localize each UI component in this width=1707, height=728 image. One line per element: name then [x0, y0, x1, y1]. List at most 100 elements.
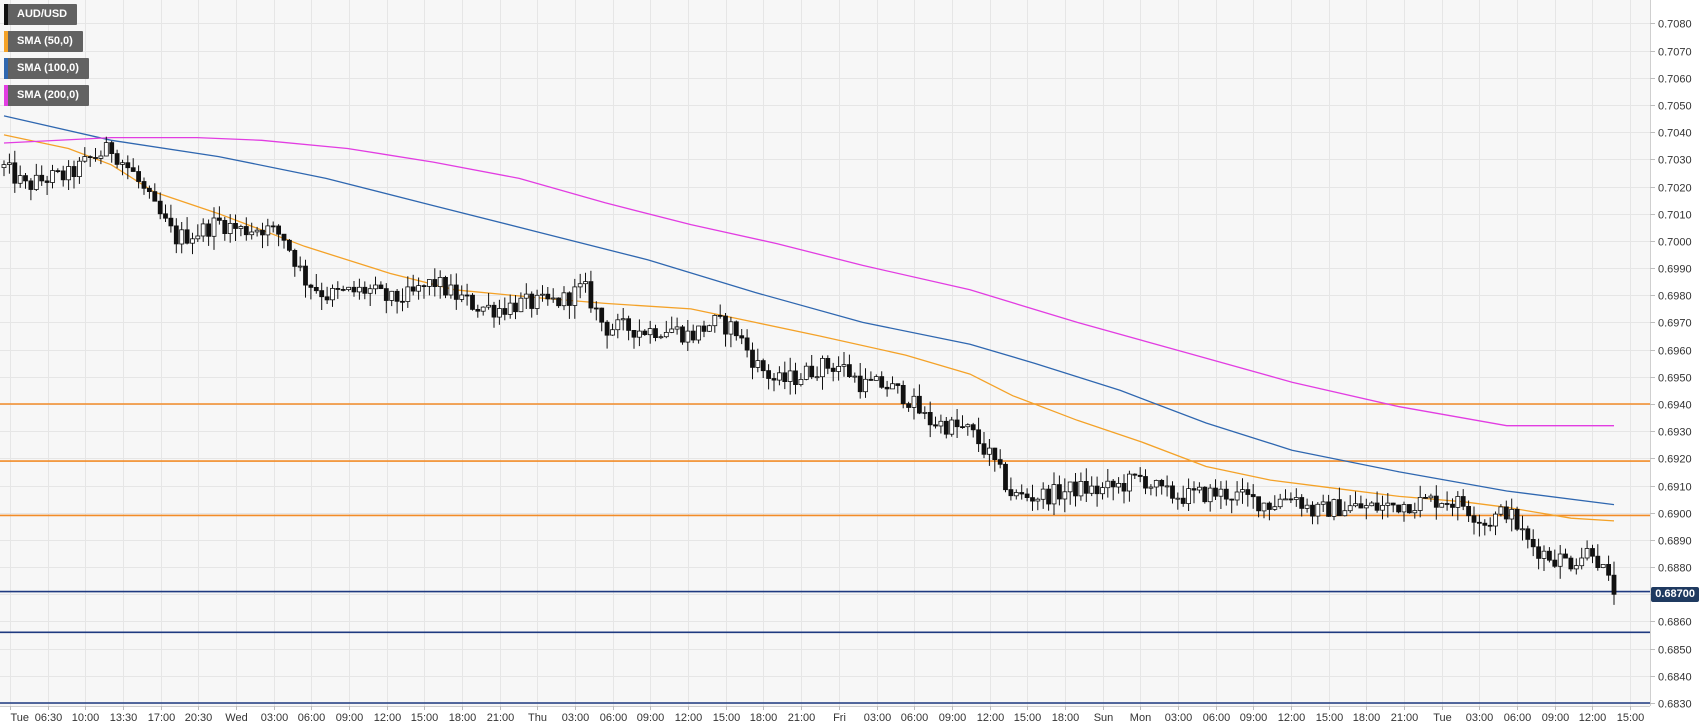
candle-body	[502, 308, 508, 315]
candle-body	[249, 231, 255, 236]
x-tick-label: 06:00	[901, 712, 929, 724]
y-tick-label: 0.7010	[1658, 210, 1692, 222]
candle-body	[933, 424, 938, 427]
x-tick-label: 12:00	[675, 712, 703, 724]
x-tick-label: 20:30	[185, 712, 213, 724]
legend-item-sma-200[interactable]: SMA (200,0)	[4, 85, 89, 106]
candle-body	[825, 357, 831, 369]
candle-body	[680, 326, 685, 343]
candle-body	[394, 290, 400, 302]
candle-body	[604, 321, 610, 336]
candle-body	[830, 367, 836, 372]
legend-label-audusd: AUD/USD	[17, 8, 68, 20]
candle-body	[448, 284, 454, 296]
legend-label-sma-50: SMA (50,0)	[17, 35, 73, 47]
candle-body	[1067, 481, 1073, 493]
candle-body	[1600, 564, 1606, 569]
candle-body	[1320, 501, 1326, 505]
candle-body	[1412, 510, 1418, 514]
candle-body	[496, 308, 502, 318]
x-tick-label: 09:00	[1542, 712, 1570, 724]
candle-body	[879, 376, 885, 388]
sma-50-line	[3, 134, 1615, 522]
candle-body	[777, 372, 782, 381]
candle-body	[1358, 503, 1364, 509]
candle-body	[1595, 555, 1601, 569]
candle-body	[453, 284, 459, 300]
candle-body	[211, 217, 217, 237]
legend-item-sma-50[interactable]: SMA (50,0)	[4, 31, 83, 52]
candle-body	[717, 314, 723, 317]
x-tick-label: 03:00	[261, 712, 289, 724]
candle-body	[631, 329, 637, 338]
candle-body	[1466, 505, 1471, 517]
candle-body	[583, 281, 588, 285]
candle-body	[1180, 497, 1186, 504]
candle-body	[335, 287, 341, 290]
x-tick-label: Mon	[1130, 712, 1151, 724]
x-tick-label: 10:00	[72, 712, 100, 724]
x-tick-label: 12:00	[374, 712, 402, 724]
candle-body	[1153, 479, 1159, 488]
legend-item-sma-100[interactable]: SMA (100,0)	[4, 58, 89, 79]
candle-body	[459, 294, 465, 300]
candle-body	[1089, 485, 1095, 494]
candle-body	[297, 265, 303, 268]
candle-body	[222, 219, 228, 234]
candle-body	[82, 156, 88, 162]
y-tick-label: 0.7080	[1658, 19, 1692, 31]
candle-body	[1013, 492, 1019, 497]
candle-body	[814, 376, 820, 379]
candle-body	[723, 315, 728, 335]
y-tick-label: 0.6840	[1658, 672, 1692, 684]
candle-body	[437, 276, 443, 287]
candle-body	[330, 287, 335, 301]
candle-body	[1105, 480, 1111, 489]
candle-body	[1062, 491, 1068, 500]
x-tick-label: 12:00	[1278, 712, 1306, 724]
candle-body	[190, 238, 195, 244]
candle-body	[243, 226, 249, 236]
candle-body	[1444, 503, 1450, 505]
candle-body	[1164, 485, 1170, 488]
x-tick-label: 21:00	[1391, 712, 1419, 724]
candle-body	[1460, 496, 1466, 507]
candle-body	[690, 330, 696, 341]
candle-body	[847, 364, 852, 378]
candle-body	[949, 419, 955, 435]
current-price-tag: 0.68700	[1651, 587, 1699, 603]
candle-body	[637, 330, 642, 338]
candle-body	[540, 293, 545, 296]
candle-body	[168, 217, 174, 227]
candle-body	[954, 419, 960, 428]
candle-body	[1223, 488, 1229, 500]
candle-body	[157, 200, 163, 215]
candle-body	[1094, 485, 1100, 495]
x-tick-label: 18:00	[1052, 712, 1080, 724]
candle-body	[567, 292, 572, 306]
candle-body	[798, 378, 804, 385]
candle-body	[970, 424, 976, 431]
candle-body	[696, 325, 701, 341]
candle-body	[1073, 481, 1078, 497]
candle-body	[1530, 539, 1536, 548]
candle-body	[1433, 495, 1439, 508]
x-tick-label: 09:00	[939, 712, 967, 724]
candle-body	[1277, 498, 1283, 508]
candle-body	[1568, 557, 1574, 570]
y-tick-label: 0.7000	[1658, 237, 1692, 249]
legend-item-audusd[interactable]: AUD/USD	[4, 4, 78, 25]
candle-body	[766, 370, 771, 379]
candle-body	[362, 286, 368, 294]
candle-body	[534, 294, 540, 309]
candle-body	[900, 384, 906, 404]
x-tick-label: 21:00	[487, 712, 515, 724]
candle-body	[1040, 488, 1046, 500]
candle-body	[701, 325, 707, 332]
candle-body	[50, 170, 55, 183]
candle-layer	[1, 136, 1617, 605]
candle-body	[23, 175, 28, 182]
candle-body	[1573, 565, 1579, 570]
